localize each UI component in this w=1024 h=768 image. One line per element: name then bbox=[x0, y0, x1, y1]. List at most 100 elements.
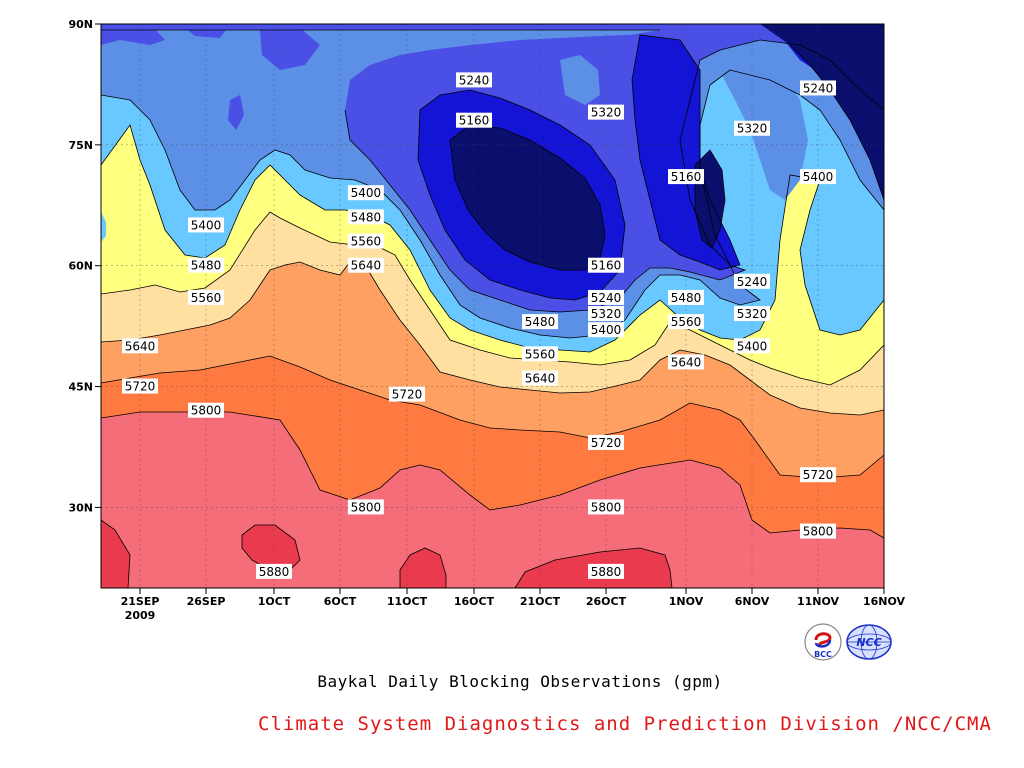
contour-label-text: 5320 bbox=[591, 307, 622, 321]
contour-label-5320: 5320 bbox=[734, 120, 770, 136]
contour-label-5160: 5160 bbox=[668, 169, 704, 185]
contour-label-box bbox=[588, 322, 624, 338]
x-tick-label: 1OCT bbox=[258, 595, 291, 608]
contour-label-5160: 5160 bbox=[588, 257, 624, 273]
contour-label-5880: 5880 bbox=[588, 563, 624, 579]
contour-label-5560: 5560 bbox=[668, 314, 704, 330]
x-tick-label: 16OCT bbox=[454, 595, 495, 608]
contour-label-text: 5800 bbox=[351, 500, 382, 514]
contour-label-5880: 5880 bbox=[256, 563, 292, 579]
contour-label-box bbox=[668, 354, 704, 370]
contour-label-box bbox=[588, 257, 624, 273]
contour-label-box bbox=[668, 289, 704, 305]
contour-label-box bbox=[734, 273, 770, 289]
contour-label-5800: 5800 bbox=[188, 402, 224, 418]
contour-label-5560: 5560 bbox=[522, 346, 558, 362]
contour-label-5720: 5720 bbox=[800, 467, 836, 483]
contour-bands bbox=[101, 24, 884, 588]
contour-label-5480: 5480 bbox=[347, 209, 384, 225]
contour-line-5720 bbox=[101, 355, 884, 479]
contour-label-text: 5640 bbox=[671, 355, 702, 369]
contour-label-box bbox=[800, 169, 836, 185]
contour-label-5400: 5400 bbox=[734, 338, 770, 354]
contour-label-box bbox=[347, 209, 384, 225]
contour-label-box bbox=[734, 120, 770, 136]
contour-line-5800 bbox=[101, 411, 884, 539]
contour-label-5640: 5640 bbox=[122, 338, 158, 354]
svg-text:NCC: NCC bbox=[856, 636, 881, 649]
x-tick-label: 6OCT bbox=[324, 595, 357, 608]
contour-label-box bbox=[588, 499, 624, 515]
contour-label-5240: 5240 bbox=[734, 273, 770, 289]
contour-label-5640: 5640 bbox=[668, 354, 704, 370]
contour-label-box bbox=[588, 306, 624, 322]
contour-line-5640 bbox=[101, 261, 884, 416]
contour-label-text: 5560 bbox=[191, 291, 222, 305]
contour-label-text: 5480 bbox=[191, 259, 222, 273]
contour-label-box bbox=[800, 523, 836, 539]
contour-label-text: 5800 bbox=[803, 525, 834, 539]
x-year-label: 2009 bbox=[125, 609, 156, 622]
contour-label-5480: 5480 bbox=[522, 314, 558, 330]
contour-label-box bbox=[347, 499, 384, 515]
x-tick-label: 21SEP bbox=[121, 595, 160, 608]
contour-label-5480: 5480 bbox=[668, 289, 704, 305]
contour-label-box bbox=[522, 314, 558, 330]
contour-line-5560 bbox=[101, 211, 884, 386]
contour-label-text: 5160 bbox=[671, 170, 702, 184]
contour-label-5640: 5640 bbox=[522, 370, 558, 386]
contour-label-5240: 5240 bbox=[456, 72, 492, 88]
plot-frame bbox=[100, 23, 885, 589]
contour-label-5720: 5720 bbox=[389, 386, 425, 402]
contour-label-text: 5160 bbox=[459, 114, 490, 128]
contour-label-box bbox=[188, 289, 224, 305]
contour-label-box bbox=[389, 386, 425, 402]
contour-label-5400: 5400 bbox=[588, 322, 624, 338]
contour-label-text: 5720 bbox=[125, 380, 156, 394]
contour-label-text: 5720 bbox=[392, 388, 423, 402]
y-tick-label: 60N bbox=[68, 260, 93, 273]
contour-label-box bbox=[347, 185, 384, 201]
y-tick-label: 75N bbox=[68, 139, 93, 152]
patch-5560-west-edge bbox=[101, 212, 106, 242]
contour-label-text: 5240 bbox=[591, 291, 622, 305]
contour-label-5720: 5720 bbox=[588, 434, 624, 450]
contour-label-box bbox=[588, 289, 624, 305]
contour-label-text: 5720 bbox=[591, 436, 622, 450]
patch-5240-upper-left bbox=[101, 24, 320, 130]
contour-label-5560: 5560 bbox=[347, 233, 384, 249]
y-tick-label: 90N bbox=[68, 18, 93, 31]
contour-label-box bbox=[456, 72, 492, 88]
contour-label-box bbox=[347, 233, 384, 249]
contour-label-text: 5640 bbox=[525, 372, 556, 386]
contour-label-box bbox=[734, 306, 770, 322]
contour-label-text: 5240 bbox=[459, 73, 490, 87]
contour-label-text: 5640 bbox=[351, 259, 382, 273]
contour-label-5480: 5480 bbox=[188, 257, 224, 273]
contour-label-box bbox=[256, 563, 292, 579]
contour-label-layer: 5240 5320 5160 5240 5320 5160 5400 5400 5480 5560… bbox=[122, 72, 836, 579]
contour-label-text: 5320 bbox=[591, 106, 622, 120]
contour-label-text: 5240 bbox=[803, 81, 834, 95]
contour-label-text: 5880 bbox=[259, 565, 290, 579]
contour-label-text: 5400 bbox=[591, 323, 622, 337]
contour-label-box bbox=[456, 112, 492, 128]
contour-label-5560: 5560 bbox=[188, 289, 224, 305]
contour-line-5240 bbox=[417, 34, 741, 301]
contour-label-5400: 5400 bbox=[188, 217, 224, 233]
contour-label-box bbox=[347, 257, 384, 273]
contour-label-5800: 5800 bbox=[347, 499, 384, 515]
contour-label-text: 5480 bbox=[525, 315, 556, 329]
contour-label-5240: 5240 bbox=[800, 80, 836, 96]
contour-label-box bbox=[522, 370, 558, 386]
contour-label-text: 5400 bbox=[737, 339, 768, 353]
x-tick-label: 6NOV bbox=[735, 595, 770, 608]
contour-label-box bbox=[800, 467, 836, 483]
contour-label-box bbox=[800, 80, 836, 96]
contour-label-text: 5160 bbox=[591, 259, 622, 273]
contour-label-box bbox=[522, 346, 558, 362]
contour-label-box bbox=[188, 402, 224, 418]
contour-label-text: 5560 bbox=[671, 315, 702, 329]
contour-label-5400: 5400 bbox=[800, 169, 836, 185]
